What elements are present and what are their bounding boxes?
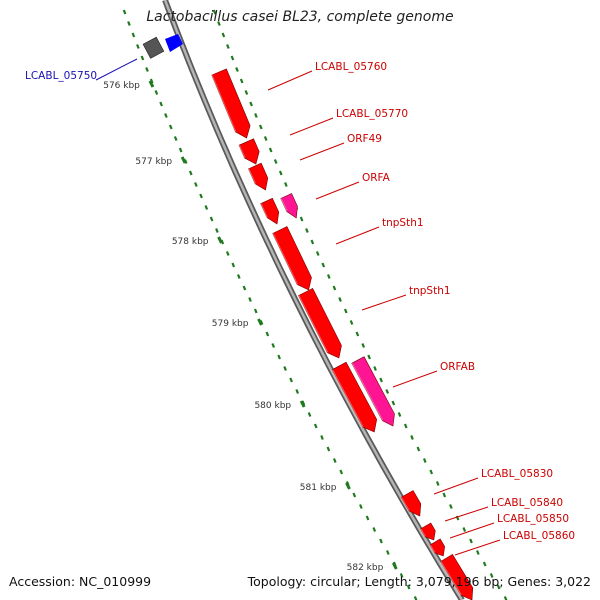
gene-label[interactable]: ORFAB: [440, 361, 475, 373]
gene-05830: [400, 490, 422, 517]
scale-tick: [148, 80, 155, 88]
scale-tick-label: 576 kbp: [103, 81, 140, 91]
gene-tnp1: [271, 226, 312, 291]
scale-tick: [299, 400, 306, 408]
gene-label-group[interactable]: ORFAB: [392, 361, 475, 388]
gene-tnp2: [297, 287, 342, 359]
gene-label-group[interactable]: ORF49: [299, 133, 382, 161]
scale-tick-label: 581 kbp: [300, 483, 337, 493]
gene-label-leader: [267, 70, 313, 91]
gene-05750-gray: [142, 36, 165, 59]
gene-label[interactable]: tnpSth1: [382, 217, 424, 229]
gene-05760: [210, 68, 251, 139]
gene-label-group[interactable]: ORFA: [315, 172, 391, 200]
gene-orfa-pink: [279, 193, 298, 219]
gene-label[interactable]: LCABL_05760: [315, 61, 387, 73]
scale-tick-label: 580 kbp: [254, 401, 291, 411]
scale-tick-label: 577 kbp: [135, 157, 172, 167]
gene-05750-blue: [165, 34, 183, 52]
topology-text: Topology: circular; Length: 3,079,196 bp…: [247, 574, 591, 589]
scale-tick: [257, 318, 263, 326]
gene-label-leader: [392, 370, 438, 388]
gene-label[interactable]: LCABL_05850: [497, 513, 569, 525]
tick-track-outer: [212, 9, 508, 600]
gene-label[interactable]: ORF49: [347, 133, 382, 145]
scale-tick-label: 578 kbp: [172, 237, 209, 247]
gene-label-leader: [335, 226, 380, 245]
scale-tick-label: 582 kbp: [347, 563, 384, 573]
gene-label[interactable]: LCABL_05860: [503, 530, 575, 542]
gene-label-leader: [315, 181, 360, 200]
gene-label-leader: [95, 58, 138, 81]
gene-label[interactable]: LCABL_05770: [336, 108, 408, 120]
gene-orfab-pink: [350, 356, 395, 427]
gene-label-leader: [299, 142, 345, 161]
gene-label[interactable]: tnpSth1: [409, 285, 451, 297]
gene-label-group[interactable]: LCABL_05850: [449, 513, 569, 539]
gene-label[interactable]: ORFA: [362, 172, 391, 184]
scale-tick: [345, 482, 351, 490]
gene-orfa: [259, 197, 280, 225]
gene-label-group[interactable]: tnpSth1: [361, 285, 451, 311]
scale-tick: [391, 562, 398, 570]
gene-05860: [439, 553, 474, 600]
gene-orfab: [331, 361, 378, 433]
gene-label-leader: [361, 294, 407, 311]
scale-tick-label: 579 kbp: [212, 319, 249, 329]
gene-label[interactable]: LCABL_05750: [25, 70, 97, 82]
gene-label-group[interactable]: LCABL_05760: [267, 61, 387, 91]
gene-label-group[interactable]: LCABL_05770: [289, 108, 408, 136]
gene-label[interactable]: LCABL_05830: [481, 468, 553, 480]
gene-label[interactable]: LCABL_05840: [491, 497, 563, 509]
genome-title: Lactobacillus casei BL23, complete genom…: [146, 9, 454, 25]
gene-label-group[interactable]: LCABL_05750: [25, 58, 138, 82]
gene-05770: [238, 138, 260, 165]
gene-label-leader: [289, 117, 334, 136]
gene-label-leader: [454, 539, 501, 556]
gene-label-leader: [449, 522, 495, 539]
gene-label-leader: [444, 506, 489, 522]
gene-05850: [428, 538, 446, 557]
accession-text: Accession: NC_010999: [9, 574, 152, 589]
tick-track-inner: [122, 9, 418, 600]
gene-orf49: [247, 162, 269, 191]
scale-tick: [180, 156, 187, 164]
gene-label-group[interactable]: tnpSth1: [335, 217, 424, 245]
gene-label-leader: [433, 477, 479, 495]
gene-label-group[interactable]: LCABL_05830: [433, 468, 553, 495]
gene-05840: [419, 522, 436, 541]
scale-tick: [217, 236, 223, 244]
gene-label-group[interactable]: LCABL_05840: [444, 497, 563, 522]
gene-label-group[interactable]: LCABL_05860: [454, 530, 575, 556]
